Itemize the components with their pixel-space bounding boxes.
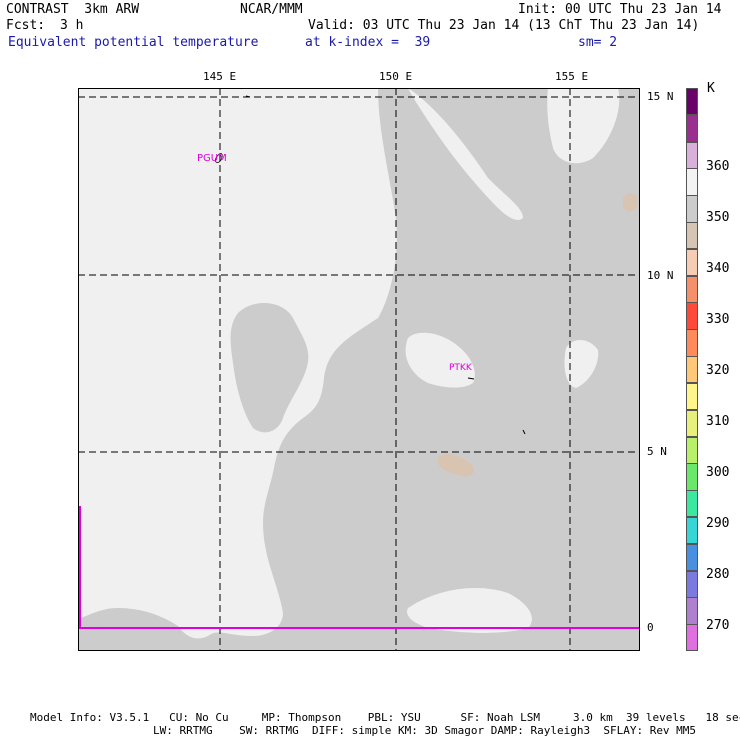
tan-patch-east: [623, 193, 638, 212]
east-warm-patch: [564, 339, 599, 388]
footer-physics-info: LW: RRTMG SW: RRTMG DIFF: simple KM: 3D …: [153, 724, 697, 737]
small-island: [522, 429, 526, 435]
northern-islet: [245, 95, 251, 98]
station-pgum: PGUM: [197, 153, 227, 164]
colorbar-label-320: 320: [706, 363, 730, 378]
colorbar-segment: [686, 222, 698, 250]
colorbar-segment: [686, 409, 698, 437]
init-time: Init: 00 UTC Thu 23 Jan 14: [518, 2, 722, 17]
chuuk-island: [467, 377, 475, 380]
central-warm-patch: [405, 332, 475, 388]
colorbar-segment: [686, 329, 698, 357]
lat-tick-10n: 10 N: [647, 269, 674, 282]
colorbar-label-310: 310: [706, 414, 730, 429]
colorbar-label-290: 290: [706, 516, 730, 531]
colorbar-segment: [686, 490, 698, 518]
colorbar-segment: [686, 195, 698, 223]
colorbar-label-360: 360: [706, 159, 730, 174]
northeast-warm-patch: [547, 88, 620, 164]
south-warm-patch: [407, 588, 532, 633]
colorbar-segment: [686, 141, 698, 169]
map-panel: PGUM PTKK: [78, 88, 640, 651]
lon-tick-145: 145 E: [203, 70, 237, 83]
colorbar-segment: [686, 356, 698, 384]
colorbar-segment: [686, 543, 698, 572]
colorbar-segment: [686, 624, 698, 652]
valid-time: Valid: 03 UTC Thu 23 Jan 14 (13 ChT Thu …: [308, 18, 700, 33]
lat-tick-equator: 0: [647, 621, 654, 634]
guam-island: [215, 153, 223, 163]
field-name: Equivalent potential temperature: [8, 35, 259, 50]
colorbar-segment: [686, 275, 698, 303]
colorbar-segment: [686, 248, 698, 277]
northern-warm-tongue: [408, 88, 523, 220]
tan-patch-central: [437, 454, 474, 477]
footer-model-info: Model Info: V3.5.1 CU: No Cu MP: Thompso…: [30, 711, 740, 724]
colorbar-label-270: 270: [706, 618, 730, 633]
colorbar-unit: K: [707, 81, 715, 96]
smoothing-info: sm= 2: [578, 35, 618, 50]
lat-tick-15n: 15 N: [647, 90, 674, 103]
level-info: at k-index = 39: [305, 35, 431, 50]
colorbar-label-340: 340: [706, 261, 730, 276]
map-frame: [78, 88, 640, 651]
station-ptkk: PTKK: [449, 363, 473, 373]
model-title: CONTRAST 3km ARW: [6, 2, 140, 17]
colorbar-label-280: 280: [706, 567, 730, 582]
colorbar-segment: [686, 114, 698, 143]
colorbar-segment: [686, 302, 698, 330]
colorbar-segment: [686, 436, 698, 464]
colorbar-segment: [686, 570, 698, 598]
center-name: NCAR/MMM: [240, 2, 303, 17]
colorbar-segment: [686, 88, 698, 116]
forecast-value: 3 h: [60, 18, 84, 33]
colorbar-segment: [686, 597, 698, 625]
colorbar-segment: [686, 516, 698, 545]
colorbar-segment: [686, 168, 698, 196]
colorbar-label-330: 330: [706, 312, 730, 327]
colorbar-segment: [686, 382, 698, 411]
colorbar-label-350: 350: [706, 210, 730, 225]
lat-lon-grid: [78, 88, 640, 651]
lon-tick-150: 150 E: [379, 70, 413, 83]
lon-tick-155: 155 E: [555, 70, 589, 83]
inner-grey-lobe: [230, 302, 309, 433]
colorbar: [686, 88, 699, 652]
colorbar-segment: [686, 463, 698, 491]
forecast-label: Fcst:: [6, 18, 46, 33]
colorbar-label-300: 300: [706, 465, 730, 480]
lat-tick-5n: 5 N: [647, 445, 667, 458]
